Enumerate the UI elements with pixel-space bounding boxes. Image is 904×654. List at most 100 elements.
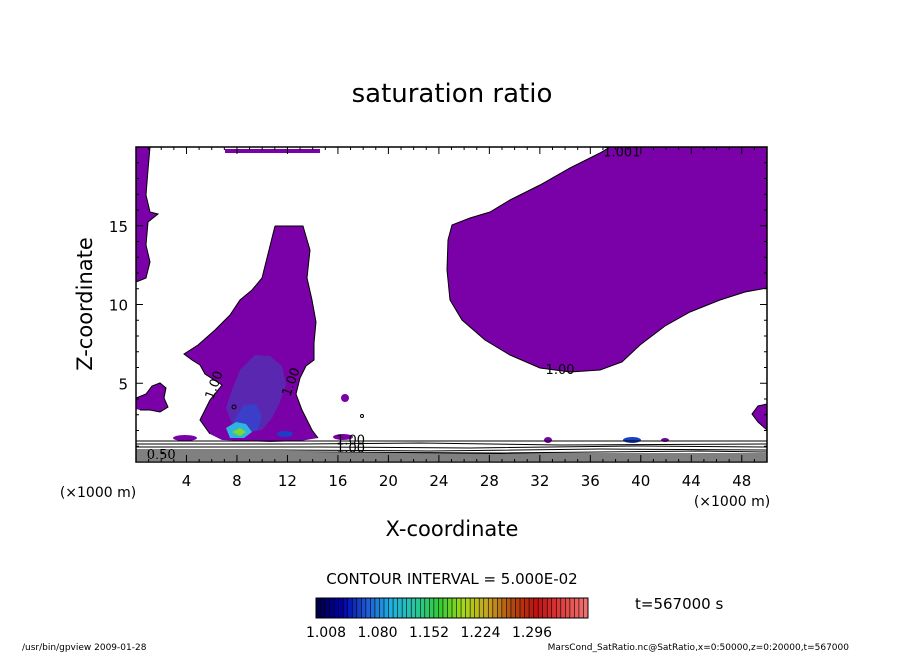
colorbar-swatch bbox=[379, 598, 385, 618]
x-axis-label: X-coordinate bbox=[386, 517, 519, 541]
colorbar-swatch bbox=[433, 598, 439, 618]
fill-region-upper-right bbox=[447, 147, 767, 372]
footer-left: /usr/bin/gpview 2009-01-28 bbox=[22, 643, 147, 653]
fill-blob-5 bbox=[623, 437, 641, 443]
colorbar-ticks: 1.008 1.080 1.152 1.224 1.296 bbox=[306, 625, 552, 641]
colorbar-swatch bbox=[361, 598, 367, 618]
x-axis: 4 8 12 16 20 24 28 32 36 40 44 48 bbox=[148, 147, 755, 490]
colorbar-swatch bbox=[565, 598, 571, 618]
colorbar-swatch bbox=[356, 598, 362, 618]
footer-right: MarsCond_SatRatio.nc@SatRatio,x=0:50000,… bbox=[548, 643, 850, 653]
time-text: t=567000 s bbox=[635, 595, 723, 613]
x-tick-label: 12 bbox=[278, 472, 297, 490]
colorbar-swatch bbox=[560, 598, 566, 618]
colorbar-tick-label: 1.080 bbox=[357, 625, 397, 641]
colorbar-swatch bbox=[415, 598, 421, 618]
y-axis-label: Z-coordinate bbox=[73, 237, 97, 371]
colorbar-swatch bbox=[510, 598, 516, 618]
colorbar-swatch bbox=[402, 598, 408, 618]
colorbar-swatch bbox=[397, 598, 403, 618]
x-tick-label: 20 bbox=[379, 472, 398, 490]
x-tick-label: 32 bbox=[530, 472, 549, 490]
y-axis: 5 10 15 bbox=[109, 162, 767, 447]
colorbar-swatch bbox=[497, 598, 503, 618]
x-tick-label: 24 bbox=[429, 472, 448, 490]
colorbar-swatch bbox=[547, 598, 553, 618]
colorbar-swatch bbox=[461, 598, 467, 618]
colorbar-swatch bbox=[465, 598, 471, 618]
fill-blob-3 bbox=[333, 434, 353, 440]
colorbar-swatch bbox=[479, 598, 485, 618]
colorbar-swatch bbox=[520, 598, 526, 618]
colorbar-swatch bbox=[370, 598, 376, 618]
colorbar-swatch bbox=[470, 598, 476, 618]
colorbar-swatch bbox=[442, 598, 448, 618]
colorbar-swatch bbox=[424, 598, 430, 618]
colorbar bbox=[315, 598, 589, 618]
colorbar-swatch bbox=[501, 598, 507, 618]
x-tick-label: 40 bbox=[631, 472, 650, 490]
colorbar-swatch bbox=[374, 598, 380, 618]
contour-label: 0.50 bbox=[147, 448, 176, 463]
colorbar-swatch bbox=[420, 598, 426, 618]
contour-interval-text: CONTOUR INTERVAL = 5.000E-02 bbox=[326, 570, 577, 588]
x-tick-label: 28 bbox=[480, 472, 499, 490]
colorbar-swatch bbox=[316, 598, 322, 618]
fill-blob-2 bbox=[277, 431, 293, 437]
colorbar-swatch bbox=[352, 598, 358, 618]
colorbar-tick-label: 1.224 bbox=[460, 625, 500, 641]
colorbar-swatch bbox=[533, 598, 539, 618]
colorbar-swatch bbox=[411, 598, 417, 618]
colorbar-swatch bbox=[538, 598, 544, 618]
colorbar-swatch bbox=[556, 598, 562, 618]
colorbar-swatch bbox=[483, 598, 489, 618]
fill-region-left-lower bbox=[136, 383, 168, 412]
contour-label: 1.00 bbox=[336, 442, 365, 457]
contour-label: 1.00 bbox=[546, 363, 575, 378]
colorbar-swatch bbox=[334, 598, 340, 618]
colorbar-swatch bbox=[542, 598, 548, 618]
fill-blob-6 bbox=[544, 437, 552, 443]
colorbar-swatch bbox=[438, 598, 444, 618]
colorbar-swatch bbox=[320, 598, 326, 618]
colorbar-swatch bbox=[551, 598, 557, 618]
colorbar-tick-label: 1.008 bbox=[306, 625, 346, 641]
y-unit-label: (×1000 m) bbox=[60, 485, 136, 501]
colorbar-swatch bbox=[347, 598, 353, 618]
colorbar-swatch bbox=[365, 598, 371, 618]
colorbar-swatch bbox=[384, 598, 390, 618]
fill-region-hotspot-core bbox=[232, 428, 246, 436]
contour-fills bbox=[136, 147, 767, 443]
x-tick-label: 36 bbox=[581, 472, 600, 490]
colorbar-tick-label: 1.152 bbox=[409, 625, 449, 641]
x-tick-label: 44 bbox=[682, 472, 701, 490]
colorbar-swatch bbox=[492, 598, 498, 618]
colorbar-swatch bbox=[338, 598, 344, 618]
colorbar-swatch bbox=[578, 598, 584, 618]
colorbar-swatch bbox=[388, 598, 394, 618]
contour-label: 1.001 bbox=[603, 145, 640, 160]
colorbar-swatch bbox=[506, 598, 512, 618]
y-tick-label: 15 bbox=[109, 218, 128, 236]
y-tick-label: 5 bbox=[118, 375, 128, 393]
colorbar-swatch bbox=[325, 598, 331, 618]
fill-blob-1 bbox=[173, 435, 197, 441]
fill-region-right-edge bbox=[752, 404, 767, 430]
fill-region-left-upper bbox=[136, 147, 158, 282]
colorbar-swatch bbox=[343, 598, 349, 618]
colorbar-frame bbox=[315, 597, 589, 619]
x-tick-label: 48 bbox=[732, 472, 751, 490]
colorbar-swatch bbox=[515, 598, 521, 618]
y-tick-label: 10 bbox=[109, 297, 128, 315]
fill-blob-4 bbox=[341, 394, 349, 402]
chart-title: saturation ratio bbox=[352, 79, 553, 109]
colorbar-tick-label: 1.296 bbox=[512, 625, 552, 641]
colorbar-swatch bbox=[329, 598, 335, 618]
colorbar-swatch bbox=[474, 598, 480, 618]
colorbar-swatch bbox=[406, 598, 412, 618]
colorbar-swatch bbox=[393, 598, 399, 618]
colorbar-swatch bbox=[529, 598, 535, 618]
x-tick-label: 16 bbox=[328, 472, 347, 490]
